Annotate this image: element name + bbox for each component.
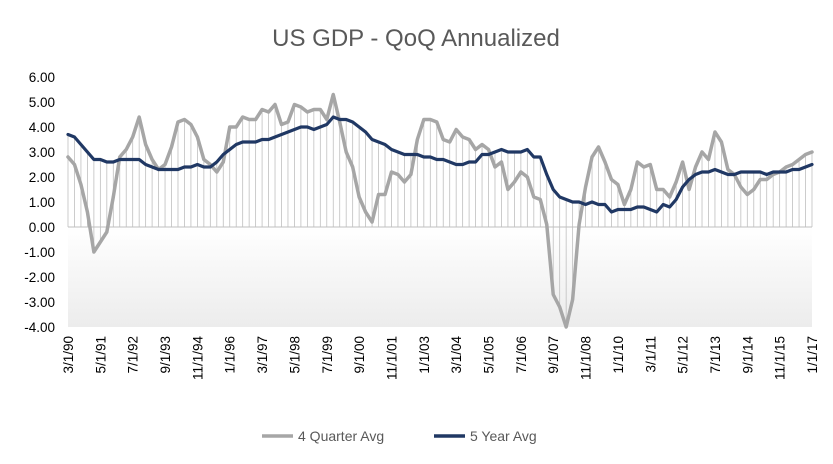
chart-title: US GDP - QoQ Annualized [272,25,560,52]
negative-region-shading [68,227,812,327]
series-line-4-quarter-avg [66,92,814,329]
y-axis-tick-labels: -4.00 -3.00 -2.00 -1.00 0.00 1.00 2.00 3.00 4.00… [24,70,55,335]
x-tick-label: 7/1/06 [514,336,529,374]
x-tick-label: 7/1/13 [708,336,723,374]
x-tick-label: 7/1/99 [320,336,335,374]
legend: 4 Quarter Avg 5 Year Avg [262,428,537,444]
y-tick-label: -2.00 [24,270,55,285]
series-lines [66,92,814,329]
x-tick-label: 11/1/01 [384,336,399,380]
x-tick-label: 9/1/00 [352,336,367,374]
x-tick-label: 7/1/92 [126,336,141,374]
x-tick-label: 1/1/03 [417,336,432,374]
legend-label: 4 Quarter Avg [298,428,384,444]
x-tick-label: 9/1/14 [740,336,755,374]
negative-shade-rect [68,227,812,327]
x-tick-label: 3/1/90 [61,336,76,374]
y-tick-label: 5.00 [29,95,55,110]
x-tick-label: 1/1/17 [805,336,820,374]
x-tick-label: 11/1/15 [773,336,788,380]
x-tick-label: 5/1/91 [93,336,108,374]
x-tick-label: 3/1/97 [255,336,270,374]
x-tick-label: 5/1/12 [676,336,691,374]
series-line-5-year-avg [66,115,814,214]
x-tick-label: 1/1/96 [223,336,238,374]
x-tick-label: 11/1/94 [190,336,205,381]
x-tick-label: 1/1/10 [611,336,626,374]
y-tick-label: 1.00 [29,195,55,210]
x-tick-label: 9/1/07 [546,336,561,374]
x-tick-label: 3/1/04 [449,336,464,374]
x-axis-tick-labels: 3/1/90 5/1/91 7/1/92 9/1/93 11/1/94 1/1/96 3/1… [61,336,820,381]
x-tick-label: 5/1/05 [482,336,497,374]
x-tick-label: 11/1/08 [579,336,594,380]
y-tick-label: -4.00 [24,320,55,335]
legend-label: 5 Year Avg [470,428,537,444]
y-tick-label: 0.00 [29,220,55,235]
y-tick-label: -1.00 [24,245,55,260]
drop-lines [67,94,813,327]
x-tick-label: 5/1/98 [287,336,302,374]
y-tick-label: 4.00 [29,120,55,135]
y-tick-label: 3.00 [29,145,55,160]
y-tick-label: 2.00 [29,170,55,185]
y-tick-label: 6.00 [29,70,55,85]
y-tick-label: -3.00 [24,295,55,310]
x-tick-label: 3/1/11 [643,336,658,373]
x-tick-label: 9/1/93 [158,336,173,374]
